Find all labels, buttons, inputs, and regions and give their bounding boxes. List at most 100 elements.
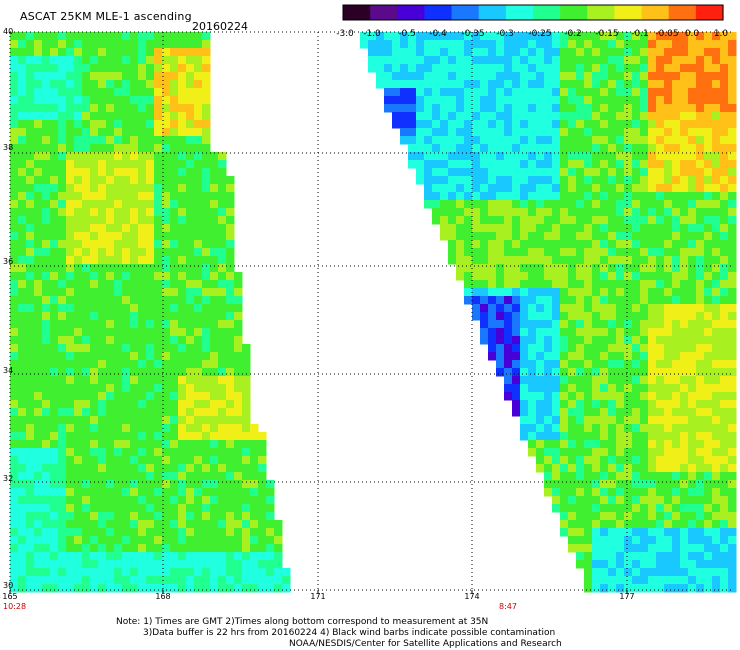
data-cell bbox=[680, 472, 689, 481]
data-cell bbox=[520, 424, 529, 433]
data-cell bbox=[10, 280, 19, 289]
data-cell bbox=[496, 88, 505, 97]
data-cell bbox=[202, 512, 211, 521]
data-cell bbox=[226, 296, 235, 305]
data-cell bbox=[42, 128, 51, 137]
data-cell bbox=[648, 480, 657, 489]
data-cell bbox=[26, 80, 35, 89]
data-cell bbox=[664, 96, 673, 105]
data-cell bbox=[242, 488, 251, 497]
data-cell bbox=[448, 248, 457, 257]
data-cell bbox=[18, 472, 27, 481]
data-cell bbox=[106, 528, 115, 537]
data-cell bbox=[416, 80, 425, 89]
data-cell bbox=[616, 264, 625, 273]
data-cell bbox=[82, 48, 91, 57]
data-cell bbox=[680, 416, 689, 425]
data-cell bbox=[632, 584, 641, 593]
data-cell bbox=[106, 208, 115, 217]
data-cell bbox=[146, 320, 155, 329]
data-cell bbox=[448, 240, 457, 249]
data-cell bbox=[154, 72, 163, 81]
data-cell bbox=[696, 480, 705, 489]
data-cell bbox=[496, 208, 505, 217]
data-cell bbox=[632, 416, 641, 425]
data-cell bbox=[664, 48, 673, 57]
data-cell bbox=[242, 480, 251, 489]
data-cell bbox=[82, 384, 91, 393]
data-cell bbox=[146, 568, 155, 577]
data-cell bbox=[528, 80, 537, 89]
data-cell bbox=[42, 584, 51, 593]
data-cell bbox=[488, 304, 497, 313]
data-cell bbox=[82, 280, 91, 289]
data-cell bbox=[528, 304, 537, 313]
data-cell bbox=[608, 40, 617, 49]
data-cell bbox=[664, 40, 673, 49]
data-cell bbox=[728, 376, 737, 385]
data-cell bbox=[122, 528, 131, 537]
data-cell bbox=[632, 168, 641, 177]
data-cell bbox=[616, 136, 625, 145]
data-cell bbox=[528, 360, 537, 369]
data-cell bbox=[552, 168, 561, 177]
data-cell bbox=[146, 496, 155, 505]
data-cell bbox=[632, 344, 641, 353]
data-cell bbox=[114, 520, 123, 529]
data-cell bbox=[576, 256, 585, 265]
data-cell bbox=[130, 280, 139, 289]
data-cell bbox=[608, 544, 617, 553]
data-cell bbox=[42, 320, 51, 329]
data-cell bbox=[26, 96, 35, 105]
data-cell bbox=[186, 552, 195, 561]
data-cell bbox=[114, 40, 123, 49]
data-cell bbox=[98, 152, 107, 161]
data-cell bbox=[504, 392, 513, 401]
data-cell bbox=[170, 360, 179, 369]
data-cell bbox=[696, 536, 705, 545]
data-cell bbox=[520, 64, 529, 73]
data-cell bbox=[576, 328, 585, 337]
data-cell bbox=[728, 432, 737, 441]
data-cell bbox=[178, 240, 187, 249]
data-cell bbox=[234, 352, 243, 361]
data-cell bbox=[680, 352, 689, 361]
data-cell bbox=[42, 48, 51, 57]
data-cell bbox=[608, 352, 617, 361]
data-cell bbox=[552, 88, 561, 97]
data-cell bbox=[194, 352, 203, 361]
data-cell bbox=[448, 216, 457, 225]
data-cell bbox=[50, 312, 59, 321]
data-cell bbox=[138, 200, 147, 209]
data-cell bbox=[536, 192, 545, 201]
data-cell bbox=[194, 432, 203, 441]
data-cell bbox=[170, 328, 179, 337]
data-cell bbox=[114, 552, 123, 561]
data-cell bbox=[34, 200, 43, 209]
data-cell bbox=[712, 112, 721, 121]
data-cell bbox=[154, 216, 163, 225]
data-cell bbox=[18, 264, 27, 273]
data-cell bbox=[648, 272, 657, 281]
data-cell bbox=[194, 344, 203, 353]
data-cell bbox=[138, 312, 147, 321]
data-cell bbox=[234, 304, 243, 313]
data-cell bbox=[58, 536, 67, 545]
data-cell bbox=[194, 168, 203, 177]
data-cell bbox=[448, 232, 457, 241]
data-cell bbox=[504, 96, 513, 105]
data-cell bbox=[34, 88, 43, 97]
data-cell bbox=[66, 136, 75, 145]
data-cell bbox=[456, 88, 465, 97]
data-cell bbox=[218, 336, 227, 345]
data-cell bbox=[664, 216, 673, 225]
data-cell bbox=[50, 552, 59, 561]
data-cell bbox=[576, 432, 585, 441]
data-cell bbox=[544, 120, 553, 129]
data-cell bbox=[688, 344, 697, 353]
data-cell bbox=[680, 424, 689, 433]
data-cell bbox=[520, 408, 529, 417]
data-cell bbox=[640, 512, 649, 521]
data-cell bbox=[464, 112, 473, 121]
data-cell bbox=[496, 64, 505, 73]
